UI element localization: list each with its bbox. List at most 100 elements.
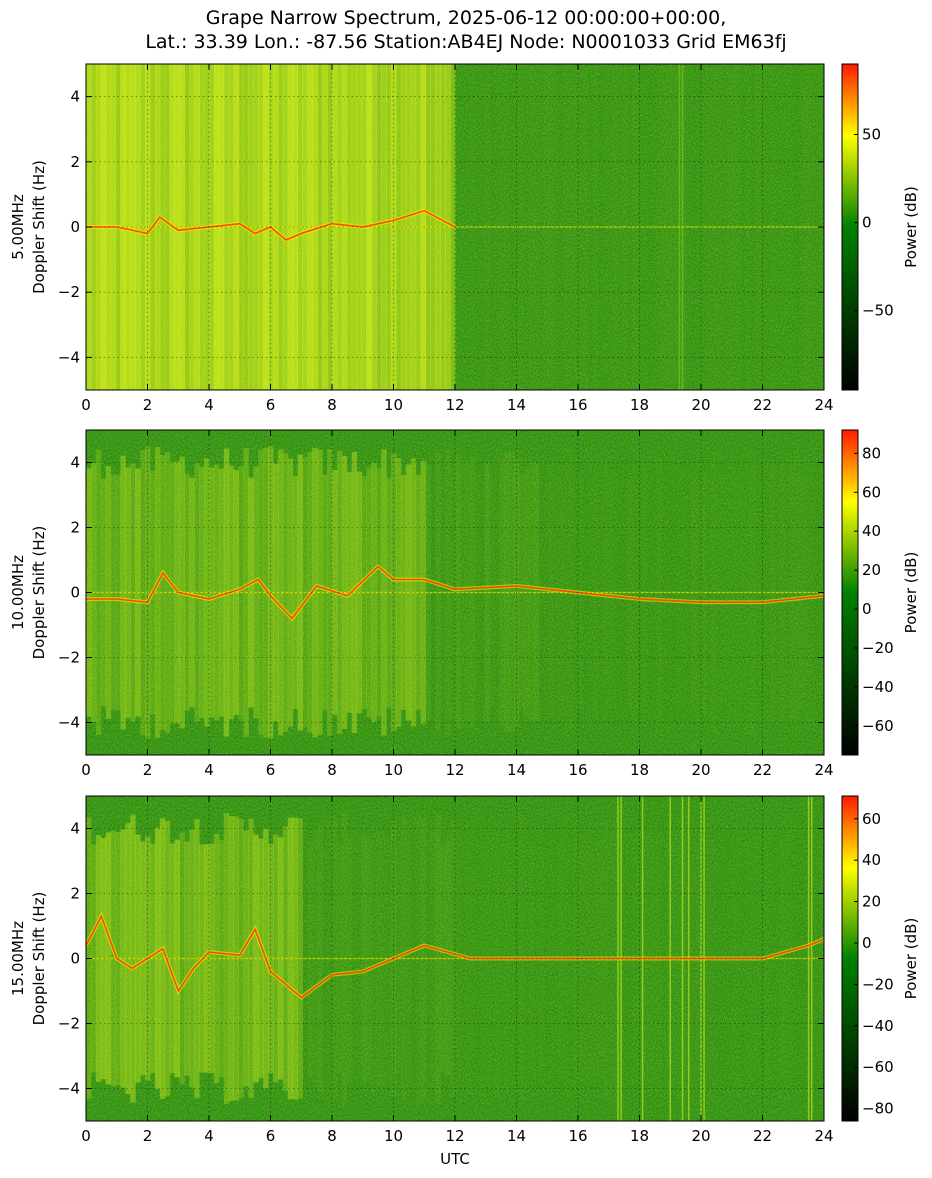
colorbar-label: Power (dB) (902, 552, 920, 634)
colorbar: −80 −60 −40 −20 0 20 40 60 Power (dB) (841, 795, 920, 1122)
x-tick-label: 10 (384, 1127, 403, 1145)
colorbar-label: Power (dB) (902, 186, 920, 268)
y-tick-label: 2 (70, 519, 80, 537)
colorbar-tick-label: 20 (862, 561, 881, 579)
x-tick-label: 6 (266, 1127, 276, 1145)
x-tick-label: 6 (266, 761, 276, 779)
x-tick-label: 12 (445, 396, 464, 414)
x-tick-label: 20 (691, 761, 710, 779)
y-tick-label: 4 (70, 88, 80, 106)
x-tick-label: 6 (266, 396, 276, 414)
x-tick-label: 24 (814, 396, 833, 414)
colorbar: −50 0 50 Power (dB) (841, 63, 920, 391)
x-tick-label: 18 (630, 1127, 649, 1145)
x-tick-label: 4 (204, 1127, 214, 1145)
colorbar-tick-label: 0 (862, 600, 872, 618)
x-tick-label: 14 (507, 761, 526, 779)
doppler-trace (86, 565, 825, 620)
colorbar-tick-label: 40 (862, 522, 881, 540)
x-axis-label: UTC (440, 1150, 470, 1168)
x-tick-label: 2 (143, 761, 153, 779)
x-tick-label: 18 (630, 396, 649, 414)
colorbar-tick-label: 50 (862, 125, 881, 143)
colorbar-tick-label: 40 (862, 851, 881, 869)
colorbar-tick-label: 80 (862, 444, 881, 462)
y-axis-label-band: 15.00MHz (9, 921, 27, 996)
x-tick-label: 2 (143, 1127, 153, 1145)
x-tick-label: 22 (753, 1127, 772, 1145)
colorbar-label: Power (dB) (902, 918, 920, 1000)
x-tick-label: 20 (691, 1127, 710, 1145)
title-line-2: Lat.: 33.39 Lon.: -87.56 Station:AB4EJ N… (145, 31, 787, 53)
x-tick-label: 24 (814, 761, 833, 779)
y-tick-label: 2 (70, 153, 80, 171)
x-tick-label: 0 (81, 1127, 91, 1145)
colorbar-tick-label: −40 (862, 678, 894, 696)
x-tick-label: 10 (384, 761, 403, 779)
y-axis-label-band: 5.00MHz (9, 194, 27, 260)
y-tick-label: 4 (70, 820, 80, 838)
y-axis-label-unit: Doppler Shift (Hz) (30, 160, 48, 294)
x-tick-label: 10 (384, 396, 403, 414)
grid (86, 796, 824, 1121)
grid (86, 430, 824, 755)
x-tick-label: 0 (81, 396, 91, 414)
colorbar-tick-label: −50 (862, 302, 894, 320)
x-tick-label: 12 (445, 761, 464, 779)
y-tick-label: 2 (70, 885, 80, 903)
y-tick-label: −4 (58, 1080, 80, 1098)
x-tick-label: 4 (204, 396, 214, 414)
grid (86, 64, 824, 390)
y-axis-label-unit: Doppler Shift (Hz) (30, 892, 48, 1026)
x-tick-label: 8 (327, 396, 337, 414)
colorbar-gradient (841, 429, 859, 756)
x-tick-label: 12 (445, 1127, 464, 1145)
y-tick-label: −2 (58, 283, 80, 301)
x-tick-label: 20 (691, 396, 710, 414)
colorbar-tick-label: 0 (862, 934, 872, 952)
colorbar-tick-label: −60 (862, 717, 894, 735)
y-tick-label: −4 (58, 348, 80, 366)
x-tick-label: 18 (630, 761, 649, 779)
x-tick-label: 8 (327, 761, 337, 779)
y-tick-label: −2 (58, 1015, 80, 1033)
y-tick-label: −2 (58, 649, 80, 667)
colorbar-gradient (841, 63, 859, 391)
x-tick-label: 22 (753, 396, 772, 414)
x-tick-label: 4 (204, 761, 214, 779)
chart-title: Grape Narrow Spectrum, 2025-06-12 00:00:… (0, 6, 932, 54)
colorbar-tick-label: −40 (862, 1017, 894, 1035)
y-tick-label: 0 (70, 950, 80, 968)
x-tick-label: 16 (568, 761, 587, 779)
colorbar-tick-label: −20 (862, 639, 894, 657)
colorbar-gradient (841, 795, 859, 1122)
colorbar-tick-label: 20 (862, 893, 881, 911)
x-tick-label: 24 (814, 1127, 833, 1145)
colorbar: −60 −40 −20 0 20 40 60 80 Power (dB) (841, 429, 920, 756)
colorbar-tick-label: −80 (862, 1100, 894, 1118)
x-tick-label: 2 (143, 396, 153, 414)
x-tick-label: 8 (327, 1127, 337, 1145)
x-tick-label: 0 (81, 761, 91, 779)
colorbar-tick-label: 60 (862, 810, 881, 828)
x-tick-label: 16 (568, 396, 587, 414)
x-tick-label: 14 (507, 396, 526, 414)
title-line-1: Grape Narrow Spectrum, 2025-06-12 00:00:… (205, 7, 727, 29)
colorbar-tick-label: 0 (862, 214, 872, 232)
y-tick-label: 0 (70, 218, 80, 236)
doppler-trace (86, 209, 456, 241)
y-axis-label-band: 10.00MHz (9, 555, 27, 630)
x-tick-label: 14 (507, 1127, 526, 1145)
y-tick-label: 0 (70, 584, 80, 602)
y-tick-label: 4 (70, 454, 80, 472)
colorbar-tick-label: −60 (862, 1058, 894, 1076)
x-tick-label: 22 (753, 761, 772, 779)
colorbar-tick-label: −20 (862, 975, 894, 993)
y-axis-label-unit: Doppler Shift (Hz) (30, 526, 48, 660)
y-tick-label: −4 (58, 714, 80, 732)
